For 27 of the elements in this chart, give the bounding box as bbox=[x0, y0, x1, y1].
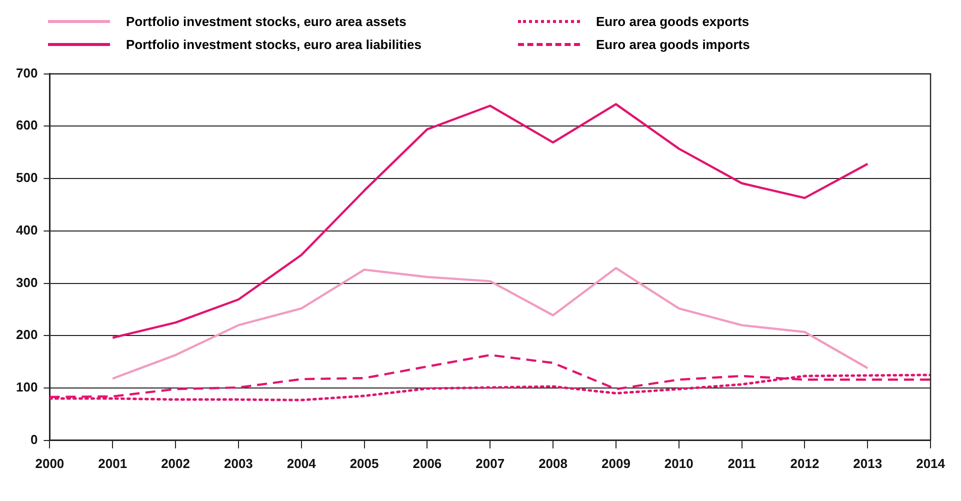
legend-label: Euro area goods imports bbox=[596, 37, 750, 52]
x-tick-label: 2006 bbox=[412, 456, 442, 471]
x-tick-label: 2004 bbox=[286, 456, 317, 471]
x-tick-label: 2008 bbox=[538, 456, 568, 471]
x-tick-label: 2005 bbox=[350, 456, 379, 471]
x-tick-label: 2003 bbox=[224, 456, 253, 471]
x-tick-label: 2012 bbox=[790, 456, 820, 471]
x-tick-label: 2009 bbox=[601, 456, 630, 471]
legend-label: Euro area goods exports bbox=[596, 14, 750, 29]
x-tick-label: 2000 bbox=[35, 456, 64, 471]
y-tick-label: 300 bbox=[16, 274, 38, 290]
x-tick-label: 2007 bbox=[476, 456, 505, 471]
legend-label: Portfolio investment stocks, euro area assets bbox=[126, 14, 406, 29]
y-tick-label: 0 bbox=[30, 432, 38, 447]
x-tick-label: 2001 bbox=[98, 456, 128, 471]
x-tick-label: 2011 bbox=[728, 456, 756, 471]
y-tick-label: 100 bbox=[16, 380, 38, 395]
x-tick-label: 2014 bbox=[916, 456, 946, 471]
y-tick-label: 600 bbox=[16, 118, 38, 133]
y-tick-label: 400 bbox=[16, 222, 38, 238]
x-tick-label: 2002 bbox=[161, 456, 190, 471]
x-tick-label: 2010 bbox=[664, 456, 694, 471]
y-tick-label: 700 bbox=[16, 65, 38, 80]
legend-label: Portfolio investment stocks, euro area liabilities bbox=[126, 37, 422, 52]
y-tick-label: 500 bbox=[16, 170, 38, 186]
y-tick-label: 200 bbox=[16, 327, 38, 342]
x-tick-label: 2013 bbox=[853, 456, 882, 471]
